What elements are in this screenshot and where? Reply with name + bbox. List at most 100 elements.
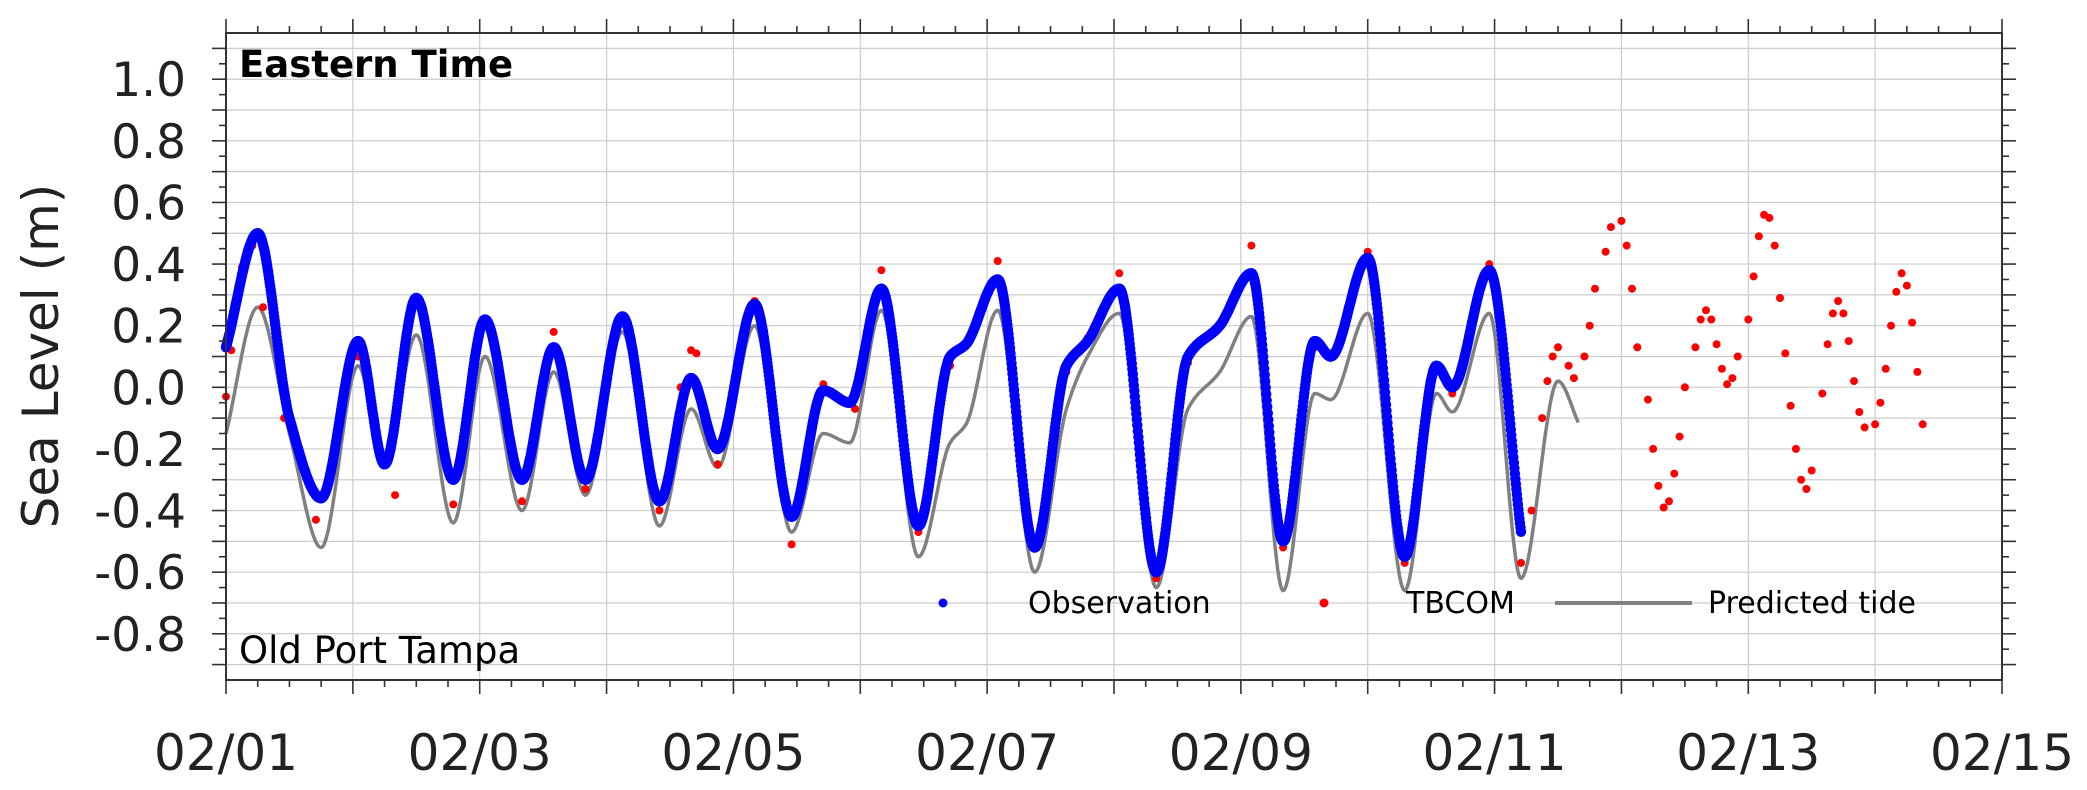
tbcom-point bbox=[1628, 284, 1636, 293]
y-tick-label: 1.0 bbox=[111, 53, 186, 108]
tbcom-point bbox=[1665, 497, 1673, 506]
tbcom-point bbox=[1839, 309, 1848, 318]
tbcom-point bbox=[1712, 340, 1721, 349]
y-tick-label: -0.6 bbox=[94, 546, 186, 601]
tbcom-point bbox=[518, 497, 526, 506]
tbcom-point bbox=[259, 303, 267, 312]
tbcom-point bbox=[1802, 485, 1811, 493]
tbcom-point bbox=[877, 266, 886, 275]
tbcom-point bbox=[1527, 506, 1536, 515]
y-tick-label: -0.4 bbox=[94, 485, 186, 540]
y-tick-label: 0.8 bbox=[111, 115, 186, 170]
tbcom-point bbox=[1902, 281, 1911, 290]
tbcom-point bbox=[1717, 364, 1726, 373]
tbcom-point bbox=[1517, 558, 1525, 567]
x-tick-label: 02/15 bbox=[1930, 724, 2074, 782]
tbcom-point bbox=[1606, 223, 1615, 232]
tbcom-point bbox=[1649, 444, 1658, 453]
legend-tbcom-marker bbox=[1319, 598, 1329, 608]
x-tick-label: 02/07 bbox=[915, 724, 1059, 782]
tbcom-point bbox=[1765, 213, 1774, 222]
legend-observation-marker bbox=[938, 598, 948, 608]
legend: Observation TBCOM Predicted tide bbox=[938, 586, 1916, 621]
tbcom-point bbox=[1680, 383, 1689, 392]
legend-predicted-label: Predicted tide bbox=[1708, 586, 1916, 621]
tbcom-point bbox=[1881, 364, 1890, 373]
tbcom-point bbox=[1892, 287, 1901, 296]
x-tick-label: 02/13 bbox=[1676, 724, 1820, 782]
y-tick-label: 0.4 bbox=[111, 238, 186, 293]
tbcom-point bbox=[1913, 367, 1922, 376]
tbcom-point bbox=[1876, 398, 1885, 407]
tbcom-point bbox=[1770, 241, 1779, 250]
y-tick-label: 0.0 bbox=[111, 361, 186, 416]
tbcom-point bbox=[1918, 420, 1927, 429]
y-tick-label: -0.8 bbox=[94, 608, 186, 663]
tbcom-point bbox=[449, 500, 458, 509]
tbcom-point bbox=[1855, 408, 1864, 416]
tbcom-point bbox=[1691, 343, 1700, 352]
tbcom-point bbox=[1622, 241, 1631, 250]
tbcom-point bbox=[1733, 352, 1742, 361]
legend-observation-label: Observation bbox=[1028, 586, 1211, 621]
x-tick-label: 02/11 bbox=[1423, 724, 1567, 782]
tbcom-point bbox=[1908, 318, 1917, 327]
x-tick-label: 02/03 bbox=[408, 724, 552, 782]
tbcom-point bbox=[1818, 389, 1827, 398]
tbcom-point bbox=[787, 540, 796, 549]
tbcom-point bbox=[1723, 380, 1732, 389]
tbcom-point bbox=[1580, 352, 1589, 361]
tbcom-point bbox=[1707, 315, 1716, 324]
axis-ticks bbox=[212, 19, 2016, 694]
tbcom-point bbox=[713, 460, 722, 469]
tbcom-point bbox=[1823, 340, 1832, 349]
tbcom-point bbox=[1564, 361, 1573, 370]
tbcom-point bbox=[1871, 420, 1880, 429]
tbcom-point bbox=[1754, 232, 1763, 241]
tbcom-point bbox=[1643, 395, 1652, 404]
station-annotation: Old Port Tampa bbox=[239, 629, 520, 672]
tbcom-point bbox=[1696, 315, 1705, 324]
tbcom-point bbox=[1887, 321, 1895, 330]
grid bbox=[226, 33, 2002, 680]
tbcom-point bbox=[311, 515, 320, 524]
tbcom-point bbox=[1569, 374, 1578, 383]
tbcom-point bbox=[1601, 247, 1610, 256]
tbcom-point bbox=[391, 491, 400, 500]
y-tick-labels: 1.0 0.8 0.6 0.4 0.2 0.0 -0.2 -0.4 -0.6 -0.8 bbox=[94, 53, 186, 663]
tbcom-point bbox=[1659, 503, 1668, 512]
tbcom-point bbox=[1786, 401, 1795, 410]
tbcom-point bbox=[993, 257, 1002, 265]
tbcom-point bbox=[1591, 284, 1599, 293]
tbcom-point bbox=[1850, 377, 1858, 386]
tbcom-point bbox=[1860, 423, 1869, 432]
tbcom-point bbox=[1781, 349, 1790, 358]
tbcom-point bbox=[1797, 475, 1806, 484]
x-tick-labels: 02/01 02/03 02/05 02/07 02/09 02/11 02/13 02/15 bbox=[154, 724, 2074, 782]
x-tick-label: 02/01 bbox=[154, 724, 298, 782]
tbcom-point bbox=[1897, 269, 1906, 278]
tbcom-point bbox=[692, 349, 701, 358]
y-tick-label: -0.2 bbox=[94, 423, 186, 478]
tbcom-point bbox=[1728, 374, 1737, 383]
tbcom-point bbox=[1670, 469, 1679, 478]
tbcom-point bbox=[549, 327, 558, 336]
tbcom-point bbox=[1702, 306, 1710, 315]
timezone-annotation: Eastern Time bbox=[239, 43, 513, 86]
y-tick-label: 0.6 bbox=[111, 176, 186, 231]
tbcom-point bbox=[1749, 272, 1758, 281]
observation-series bbox=[220, 228, 1527, 578]
y-axis-label: Sea Level (m) bbox=[12, 184, 70, 529]
tbcom-point bbox=[1675, 432, 1684, 441]
legend-tbcom-label: TBCOM bbox=[1405, 586, 1515, 621]
tbcom-point bbox=[1548, 352, 1557, 361]
tbcom-point bbox=[1115, 269, 1124, 278]
tbcom-point bbox=[1744, 315, 1753, 324]
x-tick-label: 02/05 bbox=[661, 724, 805, 782]
y-tick-label: 0.2 bbox=[111, 300, 186, 355]
tbcom-point bbox=[1617, 216, 1626, 225]
tbcom-point bbox=[1834, 297, 1843, 305]
tbcom-point bbox=[1633, 343, 1642, 352]
tbcom-point bbox=[1807, 466, 1816, 475]
